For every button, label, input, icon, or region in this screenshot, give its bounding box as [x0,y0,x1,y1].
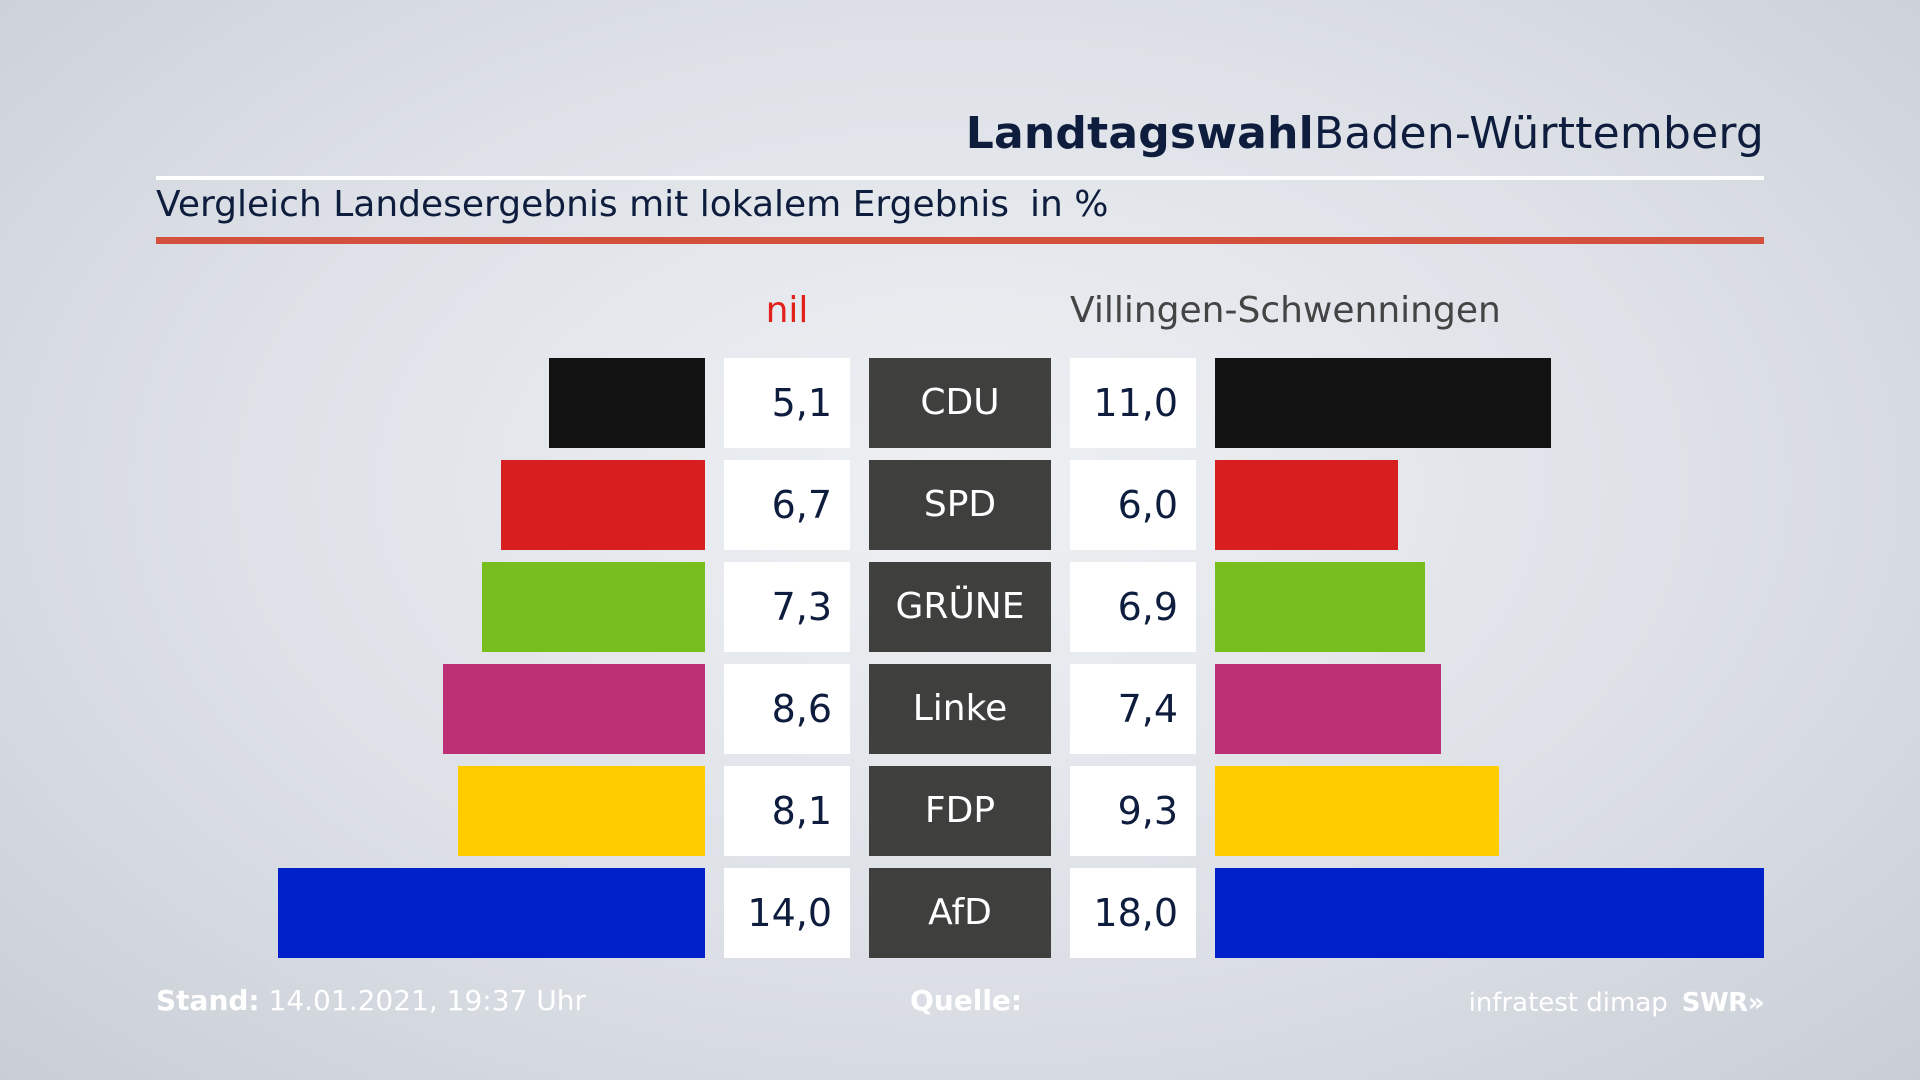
party-label-grüne: GRÜNE [869,562,1051,652]
value-right-spd: 6,0 [1070,460,1196,550]
value-left-afd: 14,0 [724,868,850,958]
footer-source: infratest dimap SWR» [1468,988,1765,1018]
party-label-cdu: CDU [869,358,1051,448]
bar-right-grüne [1215,562,1425,652]
bar-left-linke [443,664,705,754]
bar-right-spd [1215,460,1398,550]
title-regular: Baden-Württemberg [1313,108,1764,159]
header-divider [156,176,1764,180]
footer-stand: Stand: 14.01.2021, 19:37 Uhr [156,984,586,1017]
bar-right-cdu [1215,358,1551,448]
value-right-grüne: 6,9 [1070,562,1196,652]
stand-label: Stand: [156,984,260,1017]
bar-right-fdp [1215,766,1499,856]
unit-label: in % [1030,184,1109,225]
chart-title: LandtagswahlBaden-Württemberg [966,108,1764,159]
party-label-linke: Linke [869,664,1051,754]
footer-source-label: Quelle: [910,984,1023,1017]
value-left-linke: 8,6 [724,664,850,754]
title-bold: Landtagswahl [965,108,1314,159]
value-right-fdp: 9,3 [1070,766,1196,856]
bar-left-grüne [482,562,705,652]
chart-row-afd: 14,0 AfD 18,0 [0,868,1920,958]
accent-divider [156,237,1764,244]
stand-value: 14.01.2021, 19:37 Uhr [268,984,586,1017]
chart-row-grüne: 7,3 GRÜNE 6,9 [0,562,1920,652]
value-right-cdu: 11,0 [1070,358,1196,448]
party-label-afd: AfD [869,868,1051,958]
source-name: infratest dimap [1468,988,1668,1018]
bar-left-afd [278,868,705,958]
value-left-cdu: 5,1 [724,358,850,448]
chart-row-linke: 8,6 Linke 7,4 [0,664,1920,754]
chart-subtitle: Vergleich Landesergebnis mit lokalem Erg… [156,184,1010,225]
value-right-afd: 18,0 [1070,868,1196,958]
bar-right-afd [1215,868,1764,958]
chart-row-fdp: 8,1 FDP 9,3 [0,766,1920,856]
chart-row-cdu: 5,1 CDU 11,0 [0,358,1920,448]
value-right-linke: 7,4 [1070,664,1196,754]
party-label-fdp: FDP [869,766,1051,856]
column-label-right: Villingen-Schwenningen [1070,290,1501,331]
value-left-spd: 6,7 [724,460,850,550]
bar-right-linke [1215,664,1441,754]
value-left-fdp: 8,1 [724,766,850,856]
value-left-grüne: 7,3 [724,562,850,652]
bar-left-fdp [458,766,705,856]
bar-left-cdu [549,358,705,448]
chart-row-spd: 6,7 SPD 6,0 [0,460,1920,550]
swr-logo: SWR» [1681,988,1765,1018]
bar-left-spd [501,460,705,550]
party-label-spd: SPD [869,460,1051,550]
column-label-left: nil [765,290,809,331]
